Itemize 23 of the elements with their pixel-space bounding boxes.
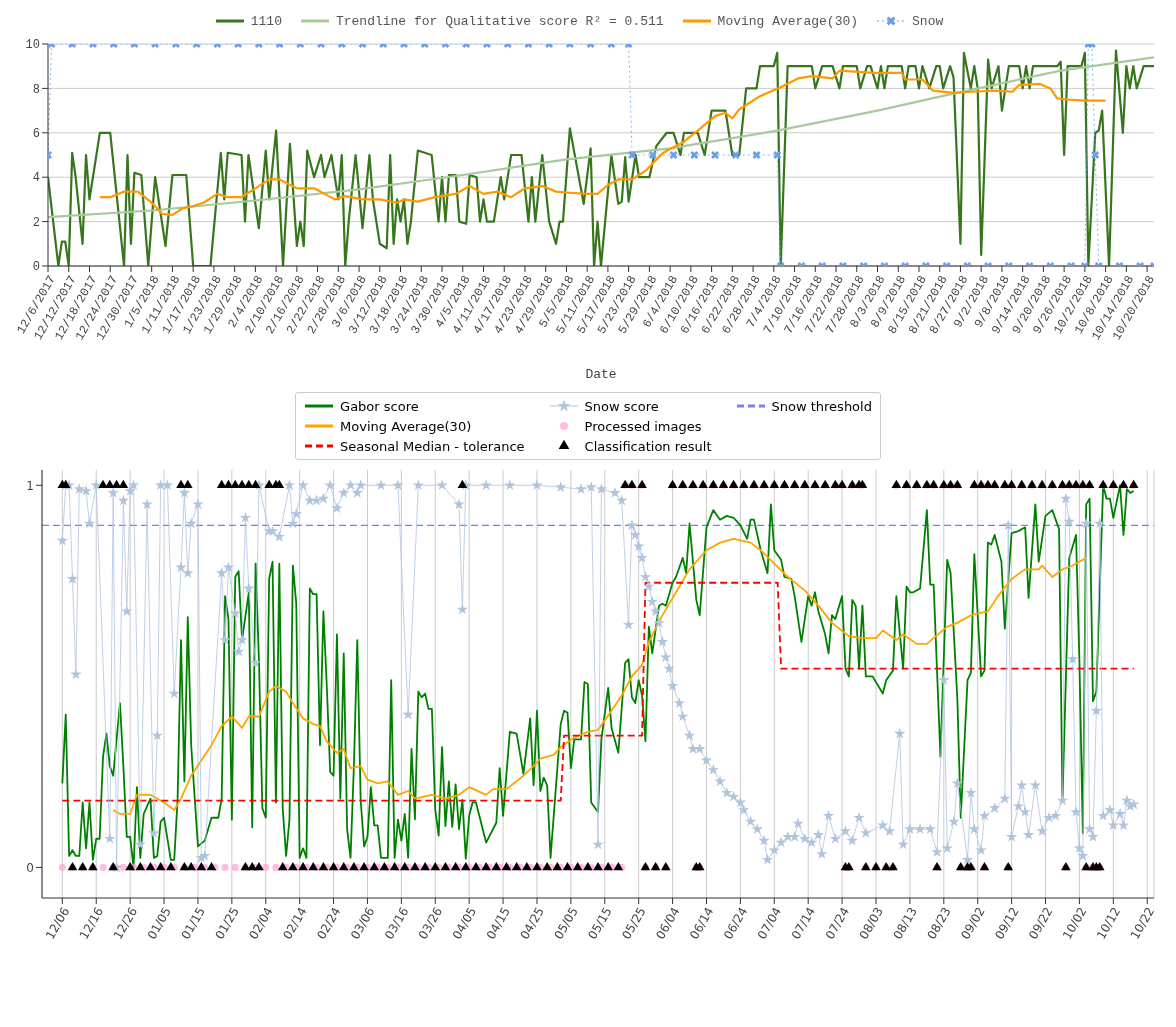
- legend-label: Moving Average(30): [717, 13, 859, 29]
- legend-label: Snow: [912, 13, 944, 29]
- line-series: [98, 69, 1107, 217]
- legend-label: Classification result: [584, 438, 712, 454]
- y-tick-label: 10: [25, 38, 40, 53]
- y-tick-label: 6: [32, 127, 40, 142]
- legend-label: Trendline for Qualitative score R² = 0.511: [335, 13, 664, 29]
- legend-label: 1110: [250, 13, 282, 29]
- line-series: [48, 56, 1154, 219]
- legend-label: Gabor score: [340, 398, 419, 414]
- line-series: [112, 537, 1088, 815]
- legend-label: Snow threshold: [771, 398, 872, 414]
- x-axis-title: Date: [585, 367, 617, 382]
- y-tick-label: 8: [32, 82, 40, 97]
- legend-label: Processed images: [584, 418, 702, 434]
- legend-label: Moving Average(30): [340, 418, 472, 434]
- y-tick-label: 4: [32, 171, 40, 186]
- y-tick-label: 0: [32, 260, 40, 275]
- y-tick-label: 1: [26, 478, 34, 493]
- legend-label: Seasonal Median - tolerance: [340, 438, 525, 454]
- legend-label: Snow score: [584, 398, 659, 414]
- y-tick-label: 0: [26, 860, 34, 875]
- y-tick-label: 2: [32, 215, 40, 230]
